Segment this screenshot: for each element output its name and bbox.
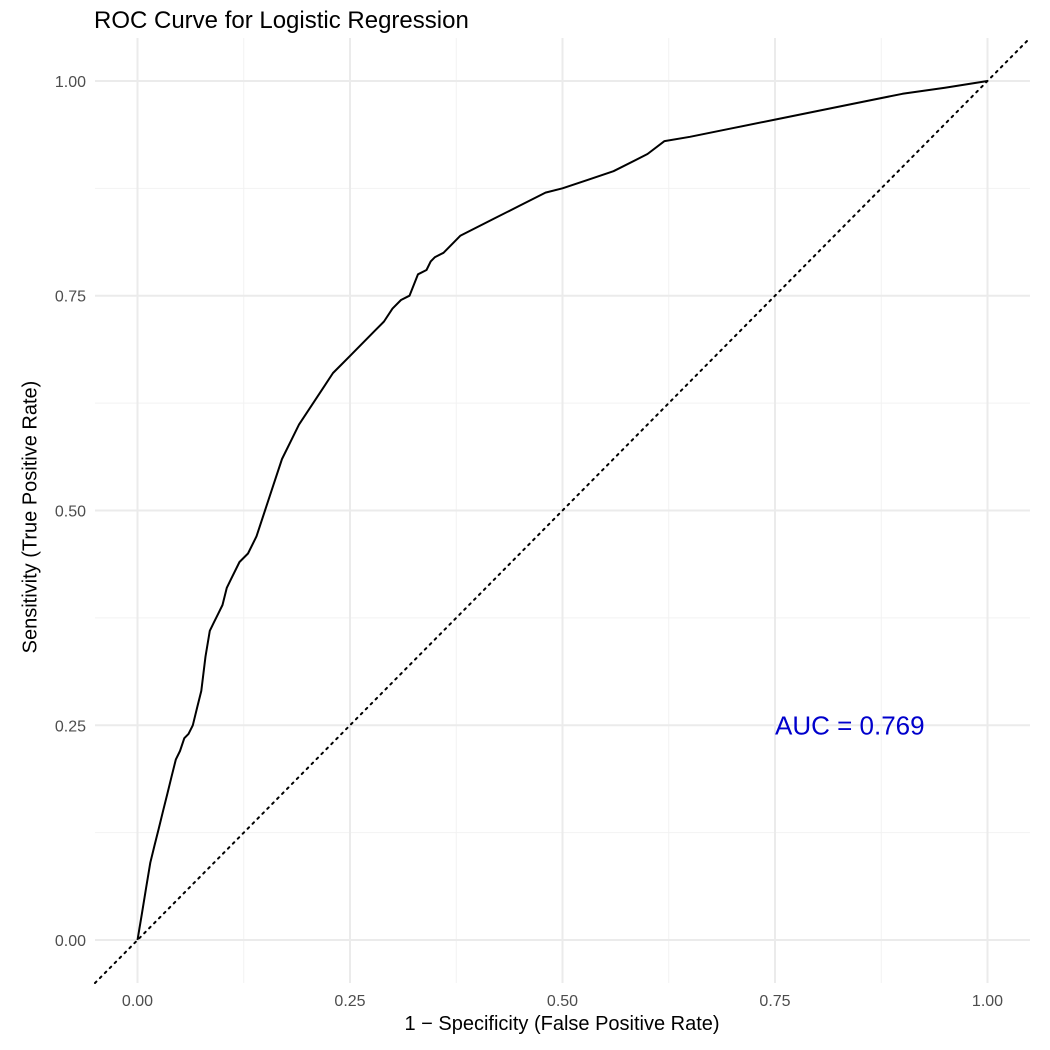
- x-tick-label: 0.50: [547, 993, 578, 1010]
- y-tick-label: 1.00: [55, 74, 86, 91]
- y-tick-label: 0.00: [55, 933, 86, 950]
- x-axis-title: 1 − Specificity (False Positive Rate): [404, 1013, 720, 1035]
- x-tick-label: 0.00: [122, 993, 153, 1010]
- roc-curve-line: [136, 80, 988, 941]
- x-tick-label: 1.00: [972, 993, 1003, 1010]
- y-tick-label: 0.25: [55, 718, 86, 735]
- x-tick-label: 0.25: [334, 993, 365, 1010]
- y-tick-label: 0.75: [55, 289, 86, 306]
- chart-title: ROC Curve for Logistic Regression: [94, 7, 469, 34]
- y-tick-label: 0.50: [55, 504, 86, 521]
- auc-annotation: AUC = 0.769: [775, 710, 925, 740]
- diagonal-reference-line: [94, 37, 1031, 984]
- x-tick-label: 0.75: [759, 993, 790, 1010]
